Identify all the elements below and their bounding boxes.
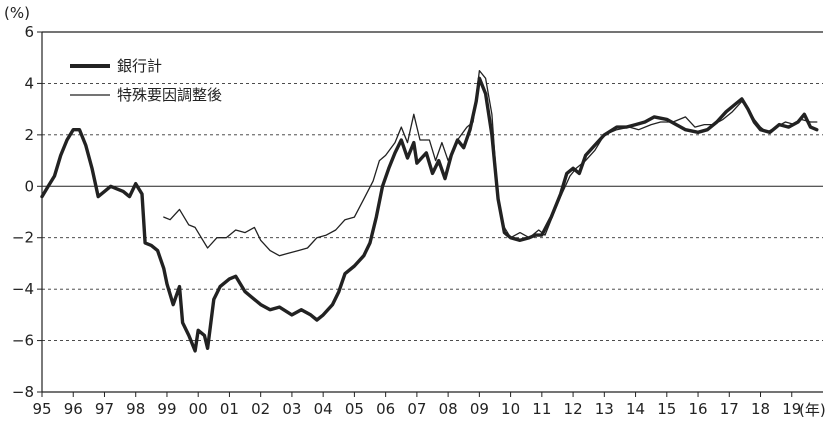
x-tick-label: 15 [657,400,676,418]
x-tick-label: 96 [64,400,83,418]
x-tick-label: 99 [157,400,176,418]
y-tick-label: 2 [24,126,34,144]
x-tick-label: 08 [439,400,458,418]
x-tick-label: 02 [251,400,270,418]
x-axis-unit-label: (年) [799,401,826,419]
series-lines [40,69,819,353]
x-tick-label: 07 [407,400,426,418]
x-tick-label: 18 [751,400,770,418]
x-tick-label: 19 [782,400,801,418]
x-tick-label: 09 [470,400,489,418]
x-tick-label: 03 [282,400,301,418]
x-tick-label: 14 [626,400,645,418]
y-tick-label: −2 [12,229,34,247]
y-axis-unit-label: (%) [4,4,30,22]
x-tick-label: 17 [720,400,739,418]
x-tick-label: 95 [32,400,51,418]
axes: 6 4 2 0 −2 −4 −6 −895 96 97 98 99 00 01 02 03 04 05 06 07 08… [12,23,823,418]
x-tick-label: 10 [501,400,520,418]
x-tick-label: 16 [688,400,707,418]
series-line-adjusted [163,69,818,257]
x-tick-label: 01 [220,400,239,418]
x-tick-label: 11 [532,400,551,418]
legend: 銀行計 特殊要因調整後 [70,57,222,104]
y-tick-label: 6 [24,23,34,41]
x-tick-label: 00 [189,400,208,418]
x-tick-label: 97 [95,400,114,418]
legend-label-adjusted: 特殊要因調整後 [117,86,222,104]
y-tick-label: −8 [12,383,34,401]
x-tick-label: 98 [126,400,145,418]
x-tick-label: 05 [345,400,364,418]
y-tick-label: 4 [24,74,34,92]
x-tick-label: 12 [564,400,583,418]
x-tick-label: 06 [376,400,395,418]
y-tick-label: 0 [24,177,34,195]
y-tick-label: −4 [12,280,34,298]
series-line-bank-total [40,76,819,353]
grid-lines [42,82,823,342]
legend-label-bank-total: 銀行計 [117,57,162,75]
x-tick-label: 04 [314,400,333,418]
y-tick-label: −6 [12,332,34,350]
x-tick-label: 13 [595,400,614,418]
